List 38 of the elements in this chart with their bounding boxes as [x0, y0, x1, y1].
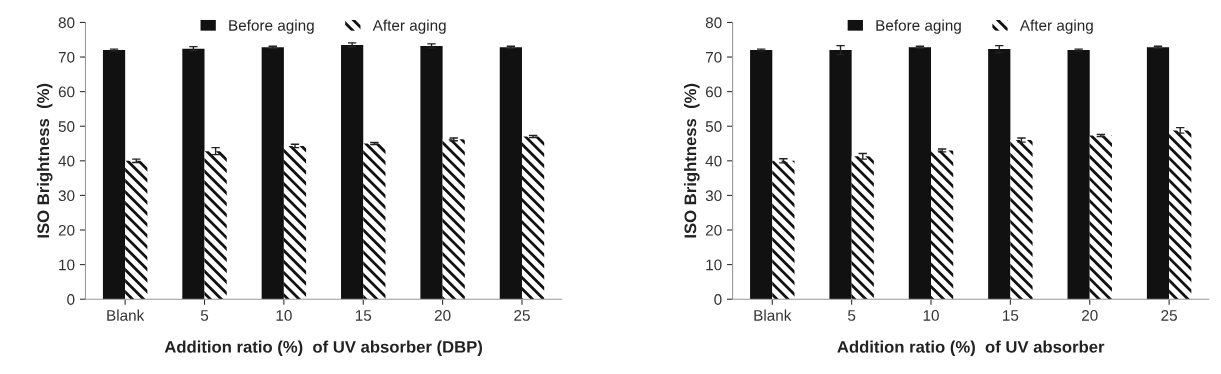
y-axis-title: ISO Brightness (%) — [36, 83, 53, 238]
x-tick-label: Blank — [107, 309, 145, 321]
y-axis-title: ISO Brightness (%) — [684, 83, 700, 238]
x-tick-label: 15 — [1003, 310, 1019, 321]
y-tick-label: 70 — [58, 51, 75, 63]
legend-label: Before aging — [876, 19, 961, 34]
y-tick-label: 0 — [67, 294, 75, 305]
y-tick-label: 80 — [705, 17, 722, 29]
y-tick-label: 60 — [705, 86, 722, 98]
y-tick-label: 10 — [706, 259, 722, 271]
x-tick-label: 10 — [276, 310, 292, 321]
x-tick-label: 5 — [848, 310, 856, 321]
x-tick-label: 20 — [434, 310, 451, 321]
x-tick-label: 25 — [514, 310, 530, 321]
legend-label: Before aging — [229, 19, 314, 34]
x-tick-label: Blank — [754, 309, 792, 321]
legend-label: After aging — [1019, 19, 1093, 34]
y-tick-label: 10 — [59, 259, 75, 271]
y-tick-label: 50 — [58, 121, 75, 132]
legend-label: After aging — [372, 19, 446, 34]
y-tick-label: 50 — [705, 121, 722, 132]
y-tick-label: 30 — [58, 190, 75, 202]
y-tick-label: 20 — [705, 224, 722, 236]
y-tick-label: 0 — [714, 294, 722, 305]
y-tick-label: 30 — [705, 190, 722, 202]
x-axis-title: Addition ratio (%) of UV absorber — [837, 340, 1105, 357]
y-tick-label: 40 — [705, 155, 722, 167]
y-tick-label: 70 — [705, 51, 722, 63]
x-axis-title: Addition ratio (%) of UV absorber (DBP) — [164, 340, 482, 357]
x-tick-label: 15 — [355, 310, 372, 321]
x-tick-label: 10 — [923, 310, 939, 321]
y-tick-label: 40 — [58, 155, 75, 167]
x-tick-label: 5 — [200, 310, 209, 321]
x-tick-label: 25 — [1161, 310, 1177, 321]
y-tick-label: 20 — [58, 224, 75, 236]
y-tick-label: 80 — [58, 17, 75, 29]
x-tick-label: 20 — [1082, 310, 1098, 321]
y-tick-label: 60 — [58, 86, 75, 98]
